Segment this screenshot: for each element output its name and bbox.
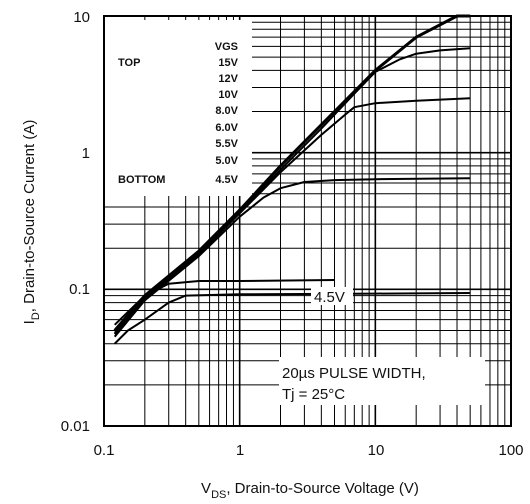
y-axis-title-main: I bbox=[21, 320, 38, 324]
legend-entry: 5.0V bbox=[215, 155, 238, 167]
x-tick-label: 10 bbox=[368, 442, 385, 459]
series-line bbox=[113, 97, 471, 335]
x-axis-title-main: V bbox=[201, 480, 211, 497]
plot-frame bbox=[103, 15, 512, 427]
y-axis-title: ID, Drain-to-Source Current (A) bbox=[21, 120, 42, 325]
x-axis-title-rest: , Drain-to-Source Voltage (V) bbox=[226, 480, 419, 497]
y-tick-label: 1 bbox=[82, 145, 90, 162]
x-axis-title: VDS, Drain-to-Source Voltage (V) bbox=[201, 480, 419, 501]
legend-header: VGS bbox=[215, 41, 238, 53]
legend-entry: 6.0V bbox=[215, 122, 238, 134]
x-tick-label: 100 bbox=[498, 442, 523, 459]
legend-entry: 8.0V bbox=[215, 105, 238, 117]
legend-entry: 15V bbox=[218, 57, 238, 69]
curve-annotation-box bbox=[311, 287, 353, 305]
legend-entry: 5.5V bbox=[215, 138, 238, 150]
legend-entry: 4.5V bbox=[215, 174, 238, 186]
legend-area bbox=[104, 20, 252, 196]
x-axis-title-sub: DS bbox=[211, 489, 226, 501]
legend-bottom-label: BOTTOM bbox=[118, 174, 165, 186]
series-line bbox=[113, 292, 471, 345]
legend-entry: 10V bbox=[218, 89, 238, 101]
legend-entry: 12V bbox=[218, 73, 238, 85]
y-tick-label: 0.1 bbox=[69, 281, 90, 298]
x-tick-label: 0.1 bbox=[94, 442, 115, 459]
x-tick-label: 1 bbox=[236, 442, 244, 459]
y-tick-labels: 0.01 0.1 1 10 bbox=[61, 9, 90, 435]
series-line bbox=[113, 177, 471, 338]
note-line-1: 20µs PULSE WIDTH, bbox=[282, 365, 426, 382]
series-line bbox=[113, 47, 471, 334]
curve-annotation: 4.5V bbox=[314, 289, 345, 306]
x-tick-labels: 0.1 1 10 100 bbox=[94, 442, 524, 459]
note-box bbox=[279, 357, 485, 405]
y-tick-label: 10 bbox=[73, 9, 90, 26]
series-line bbox=[114, 279, 335, 326]
series-line bbox=[113, 14, 471, 332]
legend-top-label: TOP bbox=[118, 57, 140, 69]
y-axis-title-rest: , Drain-to-Source Current (A) bbox=[21, 120, 38, 313]
y-tick-label: 0.01 bbox=[61, 418, 90, 435]
note-line-2: Tj = 25°C bbox=[282, 386, 345, 403]
legend: VGS TOP BOTTOM 15V 12V 10V 8.0V 6.0V 5.5… bbox=[118, 41, 239, 186]
y-axis-title-sub: D bbox=[30, 312, 42, 320]
